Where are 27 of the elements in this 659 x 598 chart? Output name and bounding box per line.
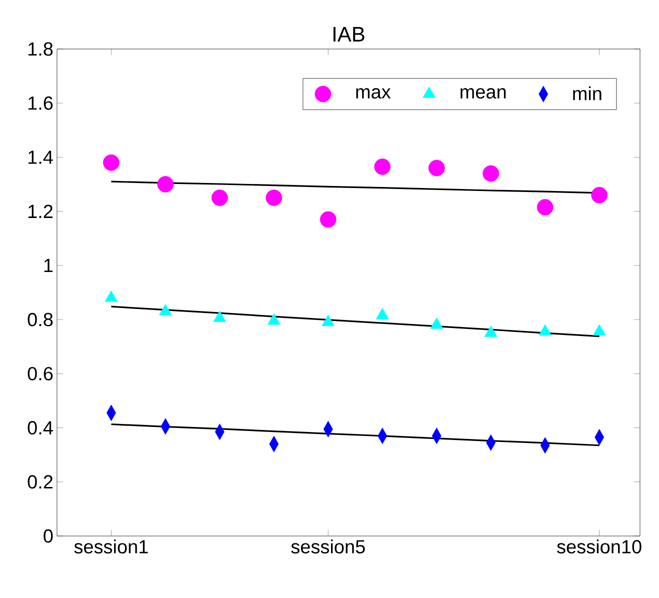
point: [103, 154, 120, 171]
y-tick-label: 0.2: [28, 475, 53, 489]
point: [482, 165, 500, 182]
chart-title: IAB: [334, 27, 364, 42]
point: [320, 211, 336, 228]
y-tick-label: 1.6: [28, 96, 53, 110]
y-tick-label: 0.8: [28, 312, 53, 326]
y-tick-label: 1.4: [28, 150, 53, 164]
point: [536, 199, 554, 216]
legend-label: min: [573, 86, 602, 100]
point: [212, 190, 228, 206]
x-tick-label: session5: [291, 540, 365, 554]
x-tick-label: session1: [74, 540, 148, 554]
y-tick-label: 1.2: [28, 204, 53, 218]
point: [374, 158, 391, 175]
legend-label: max: [356, 88, 391, 99]
x-tick-label: session10: [557, 540, 642, 554]
y-tick-label: 1.8: [28, 42, 53, 56]
y-tick-label: 0: [44, 529, 53, 543]
y-tick-label: 1: [44, 258, 53, 272]
legend-label: mean: [460, 88, 506, 99]
y-tick-label: 0.6: [28, 366, 53, 380]
point: [157, 176, 174, 192]
point: [428, 160, 445, 176]
y-tick-label: 0.4: [28, 421, 53, 435]
point: [591, 186, 608, 204]
point: [266, 190, 282, 206]
